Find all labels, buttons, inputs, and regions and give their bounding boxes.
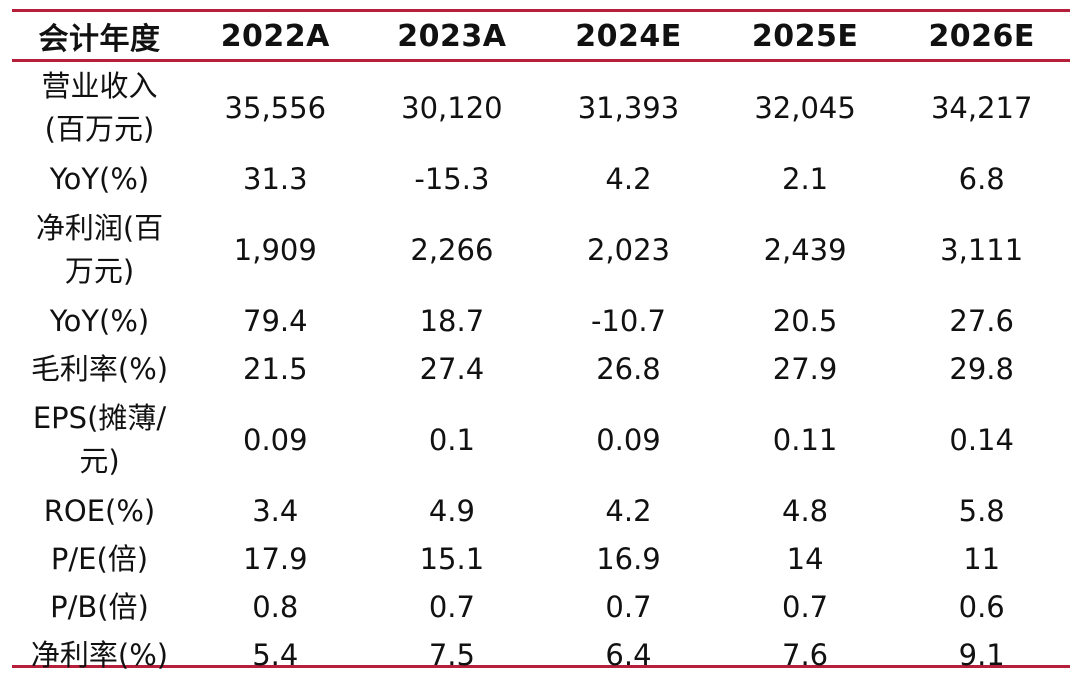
table-cell: 4.9 bbox=[428, 494, 475, 528]
row-label-text: 营业收入(百万元) bbox=[41, 69, 158, 146]
table-cell: 4.2 bbox=[605, 162, 652, 196]
table-cell: -15.3 bbox=[414, 162, 490, 196]
row-label-net-profit-yoy: YoY(%) bbox=[49, 303, 150, 338]
row-label-text: 净利润(百万元) bbox=[35, 211, 164, 288]
table-cell: 3,111 bbox=[940, 233, 1024, 267]
header-rule bbox=[12, 59, 1070, 62]
table-cell: 6.4 bbox=[605, 638, 652, 672]
header-cell-2022a: 2022A bbox=[220, 18, 330, 54]
table-cell: 11 bbox=[963, 542, 1001, 576]
table-cell: 0.6 bbox=[958, 590, 1005, 624]
table-cell: 15.1 bbox=[419, 542, 485, 576]
table-cell: 2,439 bbox=[763, 233, 847, 267]
header-row: 会计年度 2022A 2023A 2024E 2025E 2026E bbox=[12, 11, 1070, 61]
row-label-pe: P/E(倍) bbox=[50, 541, 149, 576]
table-cell: 31.3 bbox=[243, 162, 308, 196]
table-cell: 0.09 bbox=[243, 423, 308, 457]
table-cell: 0.7 bbox=[782, 590, 829, 624]
table-cell: 5.4 bbox=[252, 638, 299, 672]
table-cell: 0.1 bbox=[428, 423, 475, 457]
row-label-net-profit: 净利润(百万元) bbox=[12, 203, 187, 297]
table-row: 净利润(百万元) 1,909 2,266 2,023 2,439 3,111 bbox=[12, 203, 1070, 297]
table-cell: 35,556 bbox=[224, 91, 327, 125]
financial-forecast-table: 会计年度 2022A 2023A 2024E 2025E 2026E 营业收入(… bbox=[12, 11, 1070, 679]
header-cell-fiscal-year: 会计年度 bbox=[38, 22, 161, 57]
table-cell: 0.8 bbox=[252, 590, 299, 624]
top-rule bbox=[12, 9, 1070, 12]
table-row: P/B(倍) 0.8 0.7 0.7 0.7 0.6 bbox=[12, 583, 1070, 631]
table-cell: 18.7 bbox=[419, 304, 485, 338]
table-cell: 17.9 bbox=[243, 542, 308, 576]
row-label-revenue: 营业收入(百万元) bbox=[12, 61, 187, 155]
bottom-rule bbox=[12, 665, 1070, 668]
table-cell: 27.4 bbox=[419, 352, 485, 386]
row-label-pb: P/B(倍) bbox=[50, 589, 149, 624]
table-cell: 29.8 bbox=[949, 352, 1014, 386]
table-cell: 27.9 bbox=[772, 352, 838, 386]
header-cell-2024e: 2024E bbox=[575, 18, 682, 54]
table-cell: 79.4 bbox=[243, 304, 308, 338]
table-cell: 0.11 bbox=[772, 423, 838, 457]
row-label-net-margin: 净利率(%) bbox=[30, 637, 169, 672]
table-cell: 0.7 bbox=[428, 590, 475, 624]
table-cell: 20.5 bbox=[772, 304, 838, 338]
table-cell: 0.14 bbox=[949, 423, 1014, 457]
row-label-revenue-yoy: YoY(%) bbox=[49, 161, 150, 196]
table-cell: 31,393 bbox=[577, 91, 680, 125]
table-cell: 34,217 bbox=[930, 91, 1033, 125]
row-label-gross-margin: 毛利率(%) bbox=[30, 351, 169, 386]
table-cell: 2,266 bbox=[410, 233, 494, 267]
table-cell: 0.09 bbox=[596, 423, 661, 457]
table-cell: 4.8 bbox=[782, 494, 829, 528]
row-label-roe: ROE(%) bbox=[43, 493, 156, 528]
table-cell: 7.6 bbox=[782, 638, 829, 672]
table-cell: 14 bbox=[786, 542, 824, 576]
table-row: ROE(%) 3.4 4.9 4.2 4.8 5.8 bbox=[12, 487, 1070, 535]
table-row: 净利率(%) 5.4 7.5 6.4 7.6 9.1 bbox=[12, 631, 1070, 679]
table-cell: 27.6 bbox=[949, 304, 1014, 338]
row-label-eps: EPS(摊薄/元) bbox=[12, 393, 187, 487]
table-cell: 4.2 bbox=[605, 494, 652, 528]
table-cell: -10.7 bbox=[590, 304, 666, 338]
table-cell: 7.5 bbox=[428, 638, 475, 672]
table-row: 毛利率(%) 21.5 27.4 26.8 27.9 29.8 bbox=[12, 345, 1070, 393]
table-cell: 3.4 bbox=[252, 494, 299, 528]
row-label-text: EPS(摊薄/元) bbox=[32, 401, 167, 478]
table-cell: 1,909 bbox=[233, 233, 317, 267]
table-cell: 26.8 bbox=[596, 352, 661, 386]
table-cell: 32,045 bbox=[754, 91, 856, 125]
table-cell: 5.8 bbox=[958, 494, 1005, 528]
header-cell-2023a: 2023A bbox=[397, 18, 507, 54]
table-row: YoY(%) 79.4 18.7 -10.7 20.5 27.6 bbox=[12, 297, 1070, 345]
table-cell: 6.8 bbox=[958, 162, 1005, 196]
table-row: EPS(摊薄/元) 0.09 0.1 0.09 0.11 0.14 bbox=[12, 393, 1070, 487]
header-cell-2025e: 2025E bbox=[751, 18, 859, 54]
table-row: 营业收入(百万元) 35,556 30,120 31,393 32,045 34… bbox=[12, 61, 1070, 155]
table-cell: 21.5 bbox=[243, 352, 308, 386]
table-row: P/E(倍) 17.9 15.1 16.9 14 11 bbox=[12, 535, 1070, 583]
table-cell: 0.7 bbox=[605, 590, 652, 624]
table-cell: 16.9 bbox=[596, 542, 661, 576]
table-cell: 2,023 bbox=[586, 233, 670, 267]
table-cell: 9.1 bbox=[958, 638, 1005, 672]
table-cell: 30,120 bbox=[401, 91, 503, 125]
table-cell: 2.1 bbox=[782, 162, 829, 196]
table-row: YoY(%) 31.3 -15.3 4.2 2.1 6.8 bbox=[12, 155, 1070, 203]
header-cell-2026e: 2026E bbox=[928, 18, 1035, 54]
